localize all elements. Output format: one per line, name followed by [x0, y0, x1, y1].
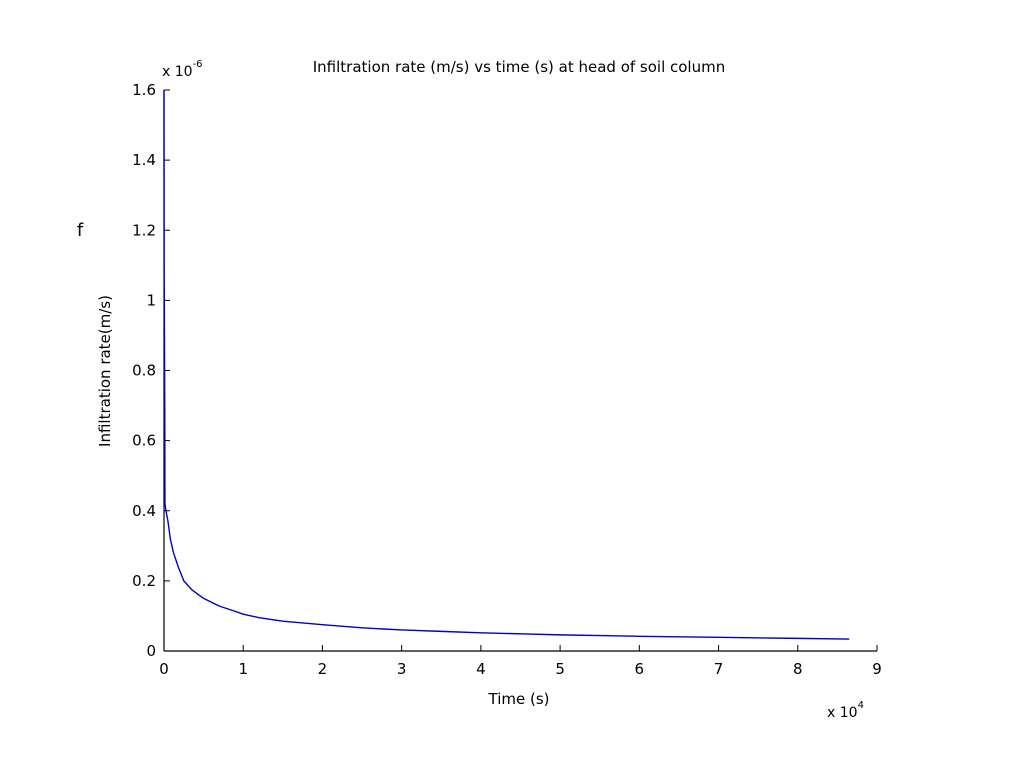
x-tick-label: 2 [318, 660, 328, 678]
ticks: 0 1 2 3 4 5 6 7 8 9 0 0.2 0.4 0.6 0.8 1 1.2 1.4 1.6 [132, 81, 882, 678]
y-tick-label: 0.8 [132, 362, 156, 380]
y-tick-label: 0.2 [132, 572, 156, 590]
x-tick-label: 1 [238, 660, 248, 678]
y-exponent-base: x 10 [162, 64, 193, 80]
y-tick-label: 1 [146, 291, 156, 309]
plot-lines [163, 89, 850, 640]
y-exponent-power: -6 [193, 59, 203, 70]
side-label: f [77, 220, 84, 241]
y-axis-label: Infiltration rate(m/s) [96, 295, 114, 447]
x-axis-label: Time (s) [488, 690, 550, 708]
y-tick-label: 0 [146, 642, 156, 660]
y-tick-label: 0.4 [132, 502, 156, 520]
chart-title: Infiltration rate (m/s) vs time (s) at h… [313, 58, 725, 76]
y-exponent-label: x 10-6 [162, 59, 203, 80]
x-tick-label: 6 [635, 660, 645, 678]
series-line [163, 89, 850, 640]
y-tick-label: 1.6 [132, 81, 156, 99]
x-tick-label: 7 [714, 660, 724, 678]
x-exponent-power: 4 [858, 700, 864, 711]
y-tick-label: 0.6 [132, 432, 156, 450]
x-tick-label: 4 [476, 660, 486, 678]
y-tick-label: 1.2 [132, 221, 156, 239]
x-exponent-base: x 10 [827, 705, 858, 721]
x-tick-label: 0 [159, 660, 169, 678]
x-tick-label: 8 [793, 660, 803, 678]
x-tick-label: 9 [872, 660, 882, 678]
y-tick-label: 1.4 [132, 151, 156, 169]
x-tick-label: 3 [397, 660, 407, 678]
x-exponent-label: x 104 [827, 700, 864, 721]
x-tick-label: 5 [555, 660, 565, 678]
